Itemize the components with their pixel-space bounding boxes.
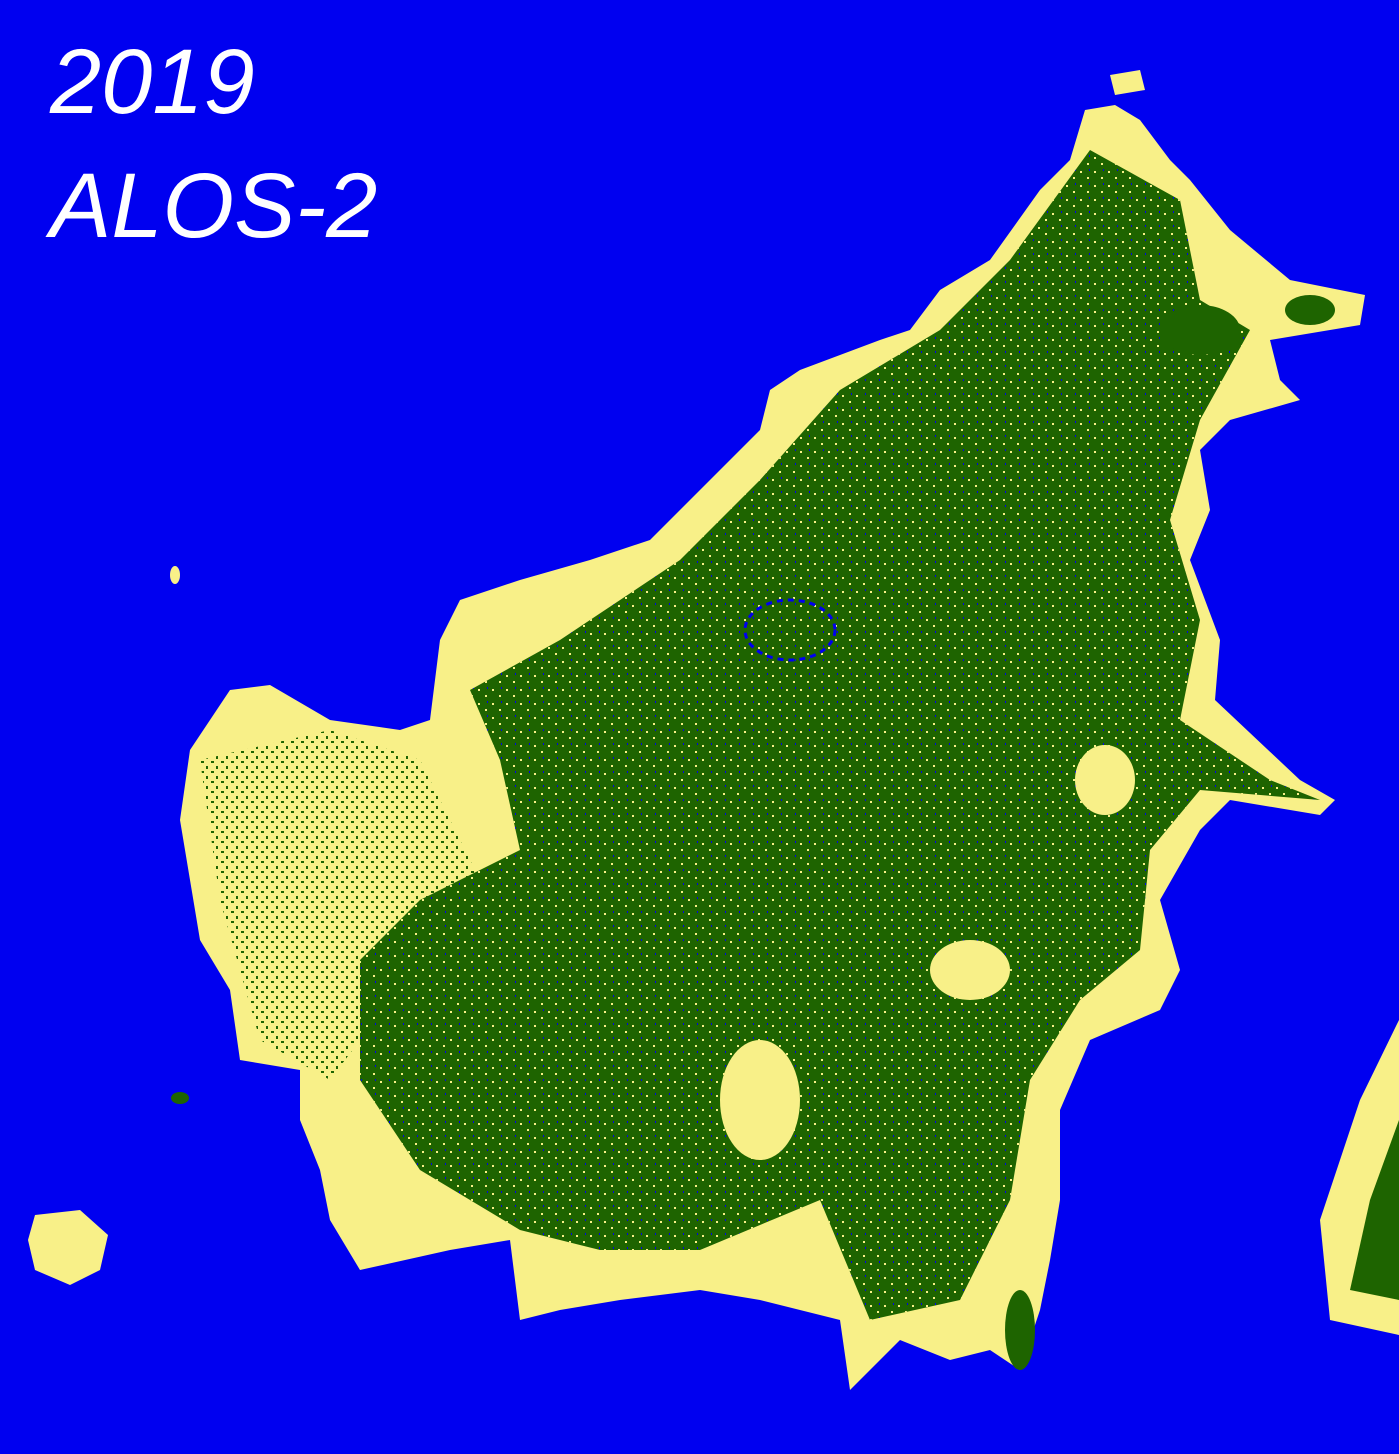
year-label: 2019 — [50, 31, 255, 133]
forest-patch — [1160, 305, 1240, 355]
island-southwest — [28, 1210, 108, 1285]
other-islands — [28, 70, 1399, 1370]
islet — [170, 566, 180, 584]
island-north — [1110, 70, 1145, 95]
non-forest-patch — [720, 1040, 800, 1160]
non-forest-patch — [930, 940, 1010, 1000]
sensor-label: ALOS-2 — [50, 155, 378, 257]
non-forest-patch — [1075, 745, 1135, 815]
islet — [171, 1092, 189, 1104]
forest-texture — [360, 150, 1320, 1320]
forest-patch — [1285, 295, 1335, 325]
borneo-island — [180, 105, 1365, 1390]
island-east-edge-forest — [1350, 1120, 1399, 1300]
lake — [743, 598, 837, 662]
non-forest-texture — [200, 730, 480, 1080]
islet — [1005, 1290, 1035, 1370]
